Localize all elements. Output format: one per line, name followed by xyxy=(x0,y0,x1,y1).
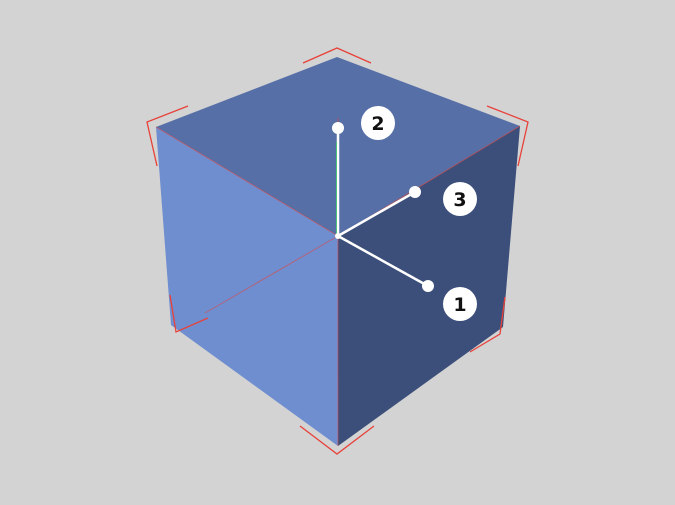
axis-handle-1[interactable] xyxy=(422,280,434,292)
gizmo-center[interactable] xyxy=(335,233,341,239)
axis-label-2-text: 2 xyxy=(371,113,384,135)
transform-gizmo[interactable] xyxy=(332,122,434,292)
axis-line-3[interactable] xyxy=(337,190,416,238)
axis-label-3-text: 3 xyxy=(453,189,466,211)
axis-label-2[interactable]: 2 xyxy=(361,106,395,140)
cube-left-face[interactable] xyxy=(156,127,338,446)
axis-label-3-circle[interactable] xyxy=(443,182,477,216)
axis-label-1-circle[interactable] xyxy=(443,287,477,321)
axis-handle-2[interactable] xyxy=(332,122,344,134)
selection-brackets xyxy=(146,47,529,455)
axis-handle-3[interactable] xyxy=(409,186,421,198)
axis-line-1[interactable] xyxy=(337,234,429,288)
axis-label-3[interactable]: 3 xyxy=(443,182,477,216)
axis-label-2-circle[interactable] xyxy=(361,106,395,140)
axis-label-1[interactable]: 1 xyxy=(443,287,477,321)
axis-label-1-text: 1 xyxy=(453,294,466,316)
